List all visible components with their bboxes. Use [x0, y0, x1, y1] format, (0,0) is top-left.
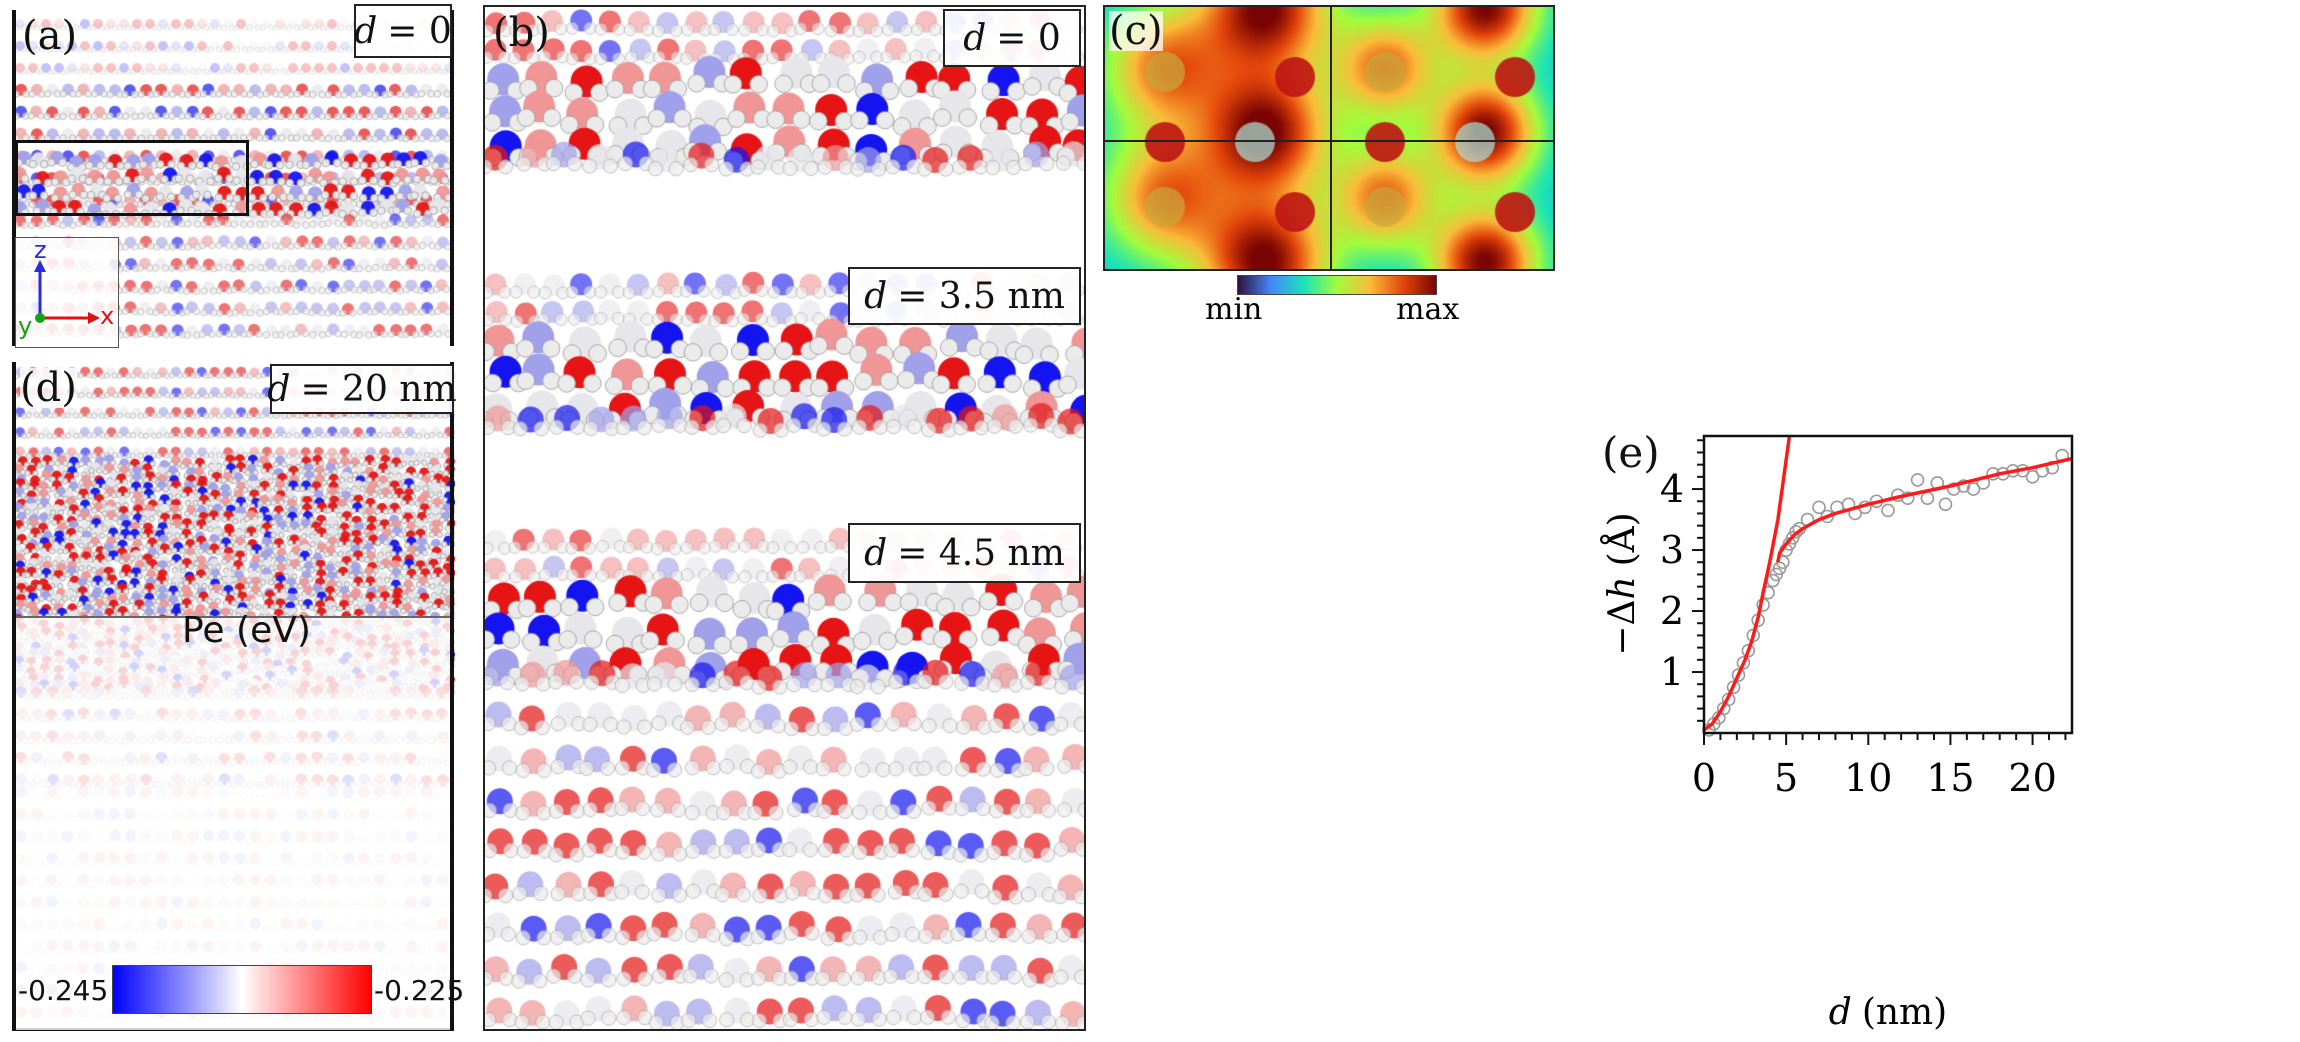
axes-triad-icon: [34, 260, 100, 324]
x-tick-label: 20: [2008, 756, 2056, 800]
fit-curve-2: [1776, 456, 2072, 563]
data-point: [1812, 500, 1826, 515]
panel-c-colorbar: [1237, 275, 1437, 295]
x-tick-label: 10: [1844, 756, 1892, 800]
pe-colorbar-max: -0.225: [374, 974, 465, 1007]
d-value: = 3.5 nm: [897, 275, 1065, 317]
axes-inset: z y x: [15, 236, 119, 348]
panel-a-d-label: d = 0: [354, 4, 452, 58]
panel-c-vertical-divider: [1330, 7, 1332, 269]
x-tick-label: 15: [1926, 756, 1974, 800]
panel-c-colorbar-max: max: [1396, 292, 1460, 327]
panel-d-label: (d): [20, 365, 77, 411]
data-point: [1736, 656, 1751, 670]
pe-colorbar-min: -0.245: [18, 974, 109, 1007]
pe-colorbar: [112, 965, 372, 1014]
panel-c: (c): [1103, 5, 1555, 271]
panel-b-d0-label: d = 0: [943, 9, 1081, 67]
panel-b-molecular-snapshots: [485, 7, 1084, 1029]
data-point: [2025, 470, 2040, 484]
panel-d-right-wall: [450, 362, 454, 1030]
panel-a-label: (a): [22, 13, 78, 59]
y-tick-label: 4: [1660, 467, 1684, 511]
data-point: [1946, 482, 1961, 496]
d-var: d: [864, 275, 888, 317]
panel-b-d45-label: d = 4.5 nm: [848, 523, 1081, 583]
data-point: [1881, 503, 1895, 518]
axis-y-label: y: [18, 312, 33, 340]
panel-a-right-wall: [450, 10, 454, 346]
panel-c-colorbar-min: min: [1205, 292, 1263, 327]
y-axis-label: −Δh(Å): [1601, 512, 1643, 655]
fit-curve-1: [1704, 436, 1792, 732]
y-tick-label: 2: [1660, 589, 1684, 633]
panel-c-potential-map: [1105, 7, 1553, 269]
panel-b-d35-label: d = 3.5 nm: [848, 267, 1081, 325]
panel-d-d-label: d = 20 nm: [267, 364, 457, 414]
colorbar-legend-area: [16, 616, 450, 1030]
x-axis-label: d (nm): [1829, 992, 1947, 1033]
zoom-region-rect: [15, 140, 249, 216]
d-value: = 0: [996, 17, 1061, 59]
panel-e-chart: 0 5 10 15 20 1 2 3 4 d (nm) −Δh(Å): [1601, 434, 2074, 1033]
data-point: [1920, 491, 1935, 506]
data-point: [1820, 509, 1835, 524]
x-tick-label: 0: [1692, 756, 1716, 800]
x-tick-label: 5: [1774, 756, 1798, 800]
panel-b-label: (b): [493, 10, 550, 56]
panel-a-left-wall: [12, 10, 16, 346]
d-var: d: [963, 17, 987, 59]
y-tick-label: 1: [1660, 650, 1684, 694]
d-value: = 4.5 nm: [897, 532, 1065, 574]
d-value: = 20 nm: [300, 368, 457, 410]
d-var: d: [864, 532, 888, 574]
data-point: [1966, 482, 1981, 496]
axis-x-label: x: [100, 302, 115, 330]
panel-a: z y x (a) d = 0: [12, 4, 455, 348]
panel-c-horizontal-divider: [1105, 140, 1553, 142]
d-var: d: [354, 10, 378, 52]
panel-e-label: (e): [1602, 428, 1660, 477]
pe-colorbar-title: Pe (eV): [182, 610, 311, 651]
y-tick-label: 3: [1660, 528, 1684, 572]
panel-d-left-wall: [12, 362, 16, 1030]
d-var: d: [267, 368, 291, 410]
data-point: [1789, 524, 1803, 539]
data-point: [1900, 491, 1915, 506]
data-point: [1938, 497, 1953, 512]
plot-frame: [1702, 434, 2074, 735]
d-value: = 0: [387, 10, 452, 52]
panel-b: (b) d = 0 d = 3.5 nm d = 4.5 nm: [483, 5, 1086, 1031]
data-point: [1731, 668, 1746, 682]
panel-c-label: (c): [1109, 8, 1163, 54]
data-point: [1741, 643, 1756, 658]
panel-d: Pe (eV) -0.245 -0.225 (d) d = 20 nm: [12, 362, 464, 1032]
axis-z-label: z: [34, 236, 47, 264]
data-point: [1776, 555, 1790, 570]
data-point: [1910, 473, 1925, 487]
